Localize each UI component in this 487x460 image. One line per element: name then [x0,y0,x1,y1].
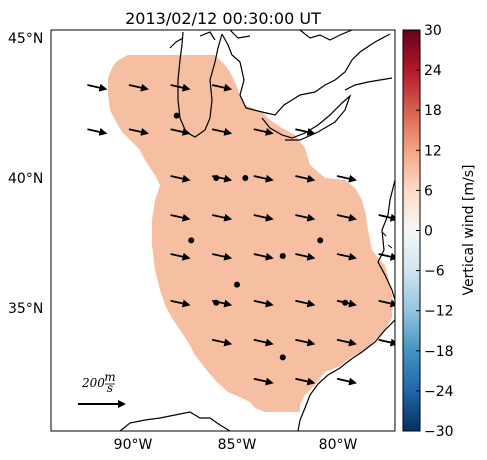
colorbar-tick-label: 18 [424,103,442,119]
scale-value: 200 [81,376,105,390]
wind-vector [253,174,274,183]
wind-vector [295,338,316,347]
wind-vector [170,83,191,92]
wind-vector [336,377,357,386]
map-panel [51,30,395,431]
colorbar: 30 24 18 12 6 0 −6 −12 −18 −24 −30 Vertical wind [… [402,23,477,440]
coastlines [119,30,395,431]
wind-vector [170,213,191,222]
lat-label-45: 45°N [8,31,43,47]
colorbar-tick-label: −24 [424,384,454,400]
coverage-region [108,55,393,412]
wind-vector [336,252,357,261]
station-dot [188,237,195,244]
stations [173,112,349,361]
lon-label-90: 90°W [114,437,153,453]
wind-vector [87,127,108,136]
wind-vector [295,127,316,136]
wind-vector [253,299,274,308]
station-dot [317,237,324,244]
wind-vector [87,83,108,92]
wind-vector [170,174,191,183]
wind-vector [378,252,395,261]
wind-vector [253,127,274,136]
station-dot [213,175,220,181]
station-dot [242,175,249,181]
lon-label-80: 80°W [319,437,358,453]
wind-vector [295,377,316,386]
scale-unit-denominator: s [107,381,113,395]
wind-vector [295,174,316,183]
wind-vector [336,174,357,183]
wind-vector [212,338,233,347]
station-dot [234,281,240,288]
wind-vector [295,252,316,261]
wind-vector [253,338,274,347]
colorbar-tick-label: 24 [424,63,442,79]
coast-details [381,231,393,249]
map-frame [50,29,396,432]
lat-label-40: 40°N [8,171,43,187]
wind-vector [128,127,149,136]
wind-vector [170,252,191,261]
wind-vector [336,213,357,222]
colorbar-tick-label: 30 [424,23,442,39]
wind-vector [378,299,395,308]
colorbar-tick-label: −30 [424,424,454,440]
wind-vector [253,377,274,386]
wind-vector [170,299,191,308]
colorbar-tick-label: 6 [424,183,433,199]
wind-vector [378,213,395,222]
colorbar-tick-label: −18 [424,344,454,360]
wind-vector [336,338,357,347]
wind-vector [253,213,274,222]
station-dot [173,112,180,119]
wind-vector [128,83,149,92]
station-dot [213,299,220,306]
wind-vector [212,213,233,222]
colorbar-label: Vertical wind [m/s] [461,165,477,296]
station-dot [279,253,286,259]
colorbar-ticks: 30 24 18 12 6 0 −6 −12 −18 −24 −30 [416,23,454,440]
colorbar-tick-label: −12 [424,304,454,320]
wind-vectors [87,83,395,386]
wind-vector [253,252,274,261]
wind-vector [295,299,316,308]
scale-label: 200 m s [81,370,116,395]
lon-label-85: 85°W [218,437,257,453]
colorbar-tick-label: −6 [424,264,445,280]
station-dot [279,354,286,361]
lat-label-35: 35°N [8,301,43,317]
colorbar-tick-label: 12 [424,143,442,159]
wind-vector [170,127,191,136]
wind-vector [378,338,395,347]
wind-vector [212,83,233,92]
plot-title: 2013/02/12 00:30:00 UT [125,9,321,28]
wind-vector [295,213,316,222]
colorbar-tick-label: 0 [424,224,433,240]
wind-vector [212,252,233,261]
scale-unit-numerator: m [104,370,115,384]
station-dot [342,299,349,306]
wind-vector [212,127,233,136]
